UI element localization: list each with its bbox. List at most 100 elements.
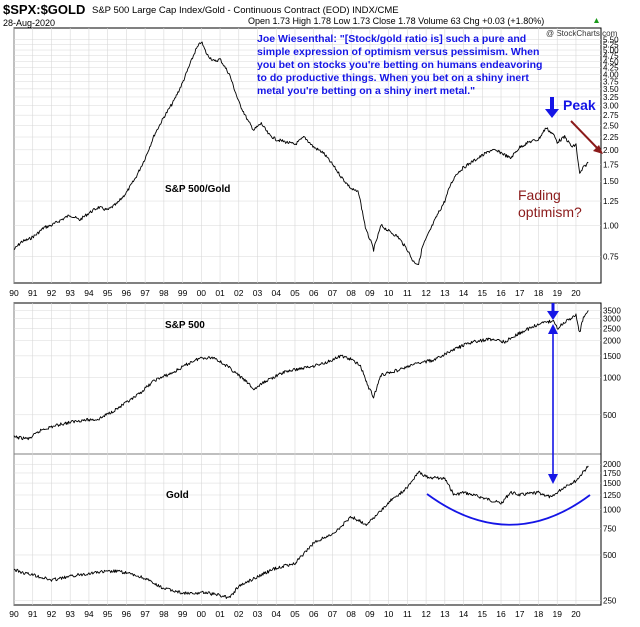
x-tick-label-upper: 91	[28, 288, 38, 298]
fading-label-line2: optimism?	[518, 204, 582, 220]
x-tick-label-upper: 02	[234, 288, 244, 298]
x-tick-label-upper: 94	[84, 288, 94, 298]
x-tick-label-lower: 13	[440, 609, 450, 619]
x-tick-label-lower: 09	[365, 609, 375, 619]
y-tick-label: 3500	[603, 306, 621, 315]
x-tick-label-upper: 95	[103, 288, 113, 298]
y-tick-label: 2.25	[603, 133, 619, 142]
y-tick-label: 250	[603, 596, 617, 605]
y-tick-label: 3.25	[603, 93, 619, 102]
x-tick-label-upper: 92	[47, 288, 57, 298]
peak-label: Peak	[563, 97, 596, 113]
series-label-spx: S&P 500	[165, 320, 205, 331]
double-arrow-head-down	[548, 474, 558, 484]
x-tick-label-upper: 00	[197, 288, 207, 298]
y-tick-label: 1000	[603, 506, 621, 515]
x-tick-label-upper: 11	[403, 288, 412, 298]
y-tick-label: 1500	[603, 479, 621, 488]
y-tick-label: 5.00	[603, 46, 619, 55]
x-tick-label-upper: 17	[515, 288, 525, 298]
x-tick-label-lower: 98	[159, 609, 169, 619]
y-tick-label: 5.25	[603, 41, 619, 50]
x-tick-label-upper: 20	[571, 288, 581, 298]
top-blue-arrow-head	[547, 311, 559, 320]
chart-symbol: $SPX:$GOLD	[3, 2, 85, 17]
y-tick-label: 500	[603, 551, 617, 560]
y-tick-label: 3.75	[603, 77, 619, 86]
chart-description: S&P 500 Large Cap Index/Gold - Continuou…	[92, 5, 399, 16]
quote-line: metal you're betting on a shiny inert me…	[257, 85, 475, 97]
peak-arrow-head	[545, 109, 559, 118]
y-tick-label: 3.50	[603, 85, 619, 94]
y-tick-label: 1.00	[603, 221, 619, 230]
x-tick-label-lower: 18	[534, 609, 544, 619]
y-tick-label: 500	[603, 411, 617, 420]
x-tick-label-lower: 12	[421, 609, 431, 619]
x-tick-label-lower: 07	[328, 609, 338, 619]
stockcharts-watermark: @ StockCharts.com	[546, 29, 618, 38]
x-tick-label-upper: 10	[384, 288, 394, 298]
y-tick-label: 2.50	[603, 122, 619, 131]
x-tick-label-upper: 90	[9, 288, 19, 298]
y-tick-label: 1750	[603, 469, 621, 478]
series-line-2	[13, 465, 589, 599]
y-tick-label: 1000	[603, 374, 621, 383]
x-tick-label-upper: 13	[440, 288, 450, 298]
quote-line: simple expression of optimism versus pes…	[257, 46, 539, 58]
y-tick-label: 750	[603, 524, 617, 533]
x-tick-label-upper: 07	[328, 288, 338, 298]
grid-layer	[13, 28, 601, 605]
fading-arrow-head	[593, 145, 603, 154]
y-tick-label: 1.50	[603, 177, 619, 186]
x-tick-label-upper: 99	[178, 288, 188, 298]
x-tick-label-lower: 92	[47, 609, 57, 619]
x-tick-label-lower: 01	[215, 609, 225, 619]
x-tick-label-upper: 08	[346, 288, 356, 298]
x-tick-label-lower: 14	[459, 609, 469, 619]
quote-annotation: Joe Wiesenthal: "[Stock/gold ratio is] s…	[257, 33, 542, 97]
x-tick-label-lower: 19	[552, 609, 562, 619]
chart-date: 28-Aug-2020	[3, 18, 55, 28]
x-tick-label-upper: 09	[365, 288, 375, 298]
x-tick-label-lower: 93	[65, 609, 75, 619]
series-label-gold: Gold	[166, 490, 189, 501]
x-tick-label-upper: 15	[478, 288, 488, 298]
quote-line: to do productive things. When you bet on…	[257, 72, 529, 84]
y-tick-label: 1250	[603, 491, 621, 500]
y-tick-label: 3.00	[603, 102, 619, 111]
x-tick-label-lower: 94	[84, 609, 94, 619]
x-tick-label-lower: 97	[140, 609, 150, 619]
x-tick-label-lower: 06	[309, 609, 319, 619]
x-tick-label-lower: 91	[28, 609, 38, 619]
x-tick-label-lower: 03	[253, 609, 263, 619]
y-tick-label: 3000	[603, 315, 621, 324]
y-tick-label: 5.50	[603, 36, 619, 45]
x-tick-label-upper: 01	[215, 288, 225, 298]
x-tick-label-lower: 17	[515, 609, 525, 619]
x-tick-label-lower: 95	[103, 609, 113, 619]
x-tick-label-upper: 19	[552, 288, 562, 298]
x-tick-label-lower: 90	[9, 609, 19, 619]
x-tick-label-upper: 93	[65, 288, 75, 298]
x-tick-label-lower: 10	[384, 609, 394, 619]
x-tick-label-lower: 00	[197, 609, 207, 619]
quote-line: Joe Wiesenthal: "[Stock/gold ratio is] s…	[257, 33, 526, 45]
y-tick-label: 2000	[603, 460, 621, 469]
x-tick-label-lower: 05	[290, 609, 300, 619]
x-tick-label-upper: 18	[534, 288, 544, 298]
y-tick-label: 4.50	[603, 58, 619, 67]
x-tick-label-lower: 11	[403, 609, 412, 619]
x-tick-label-upper: 96	[122, 288, 132, 298]
x-tick-label-upper: 06	[309, 288, 319, 298]
x-tick-label-lower: 15	[478, 609, 488, 619]
x-tick-label-upper: 05	[290, 288, 300, 298]
series-layer	[13, 41, 589, 599]
x-tick-label-lower: 08	[346, 609, 356, 619]
x-tick-label-upper: 97	[140, 288, 150, 298]
fading-arrow-shaft	[570, 120, 602, 153]
y-tick-label: 2.00	[603, 146, 619, 155]
x-tick-label-lower: 96	[122, 609, 132, 619]
x-tick-label-upper: 14	[459, 288, 469, 298]
x-tick-label-lower: 99	[178, 609, 188, 619]
